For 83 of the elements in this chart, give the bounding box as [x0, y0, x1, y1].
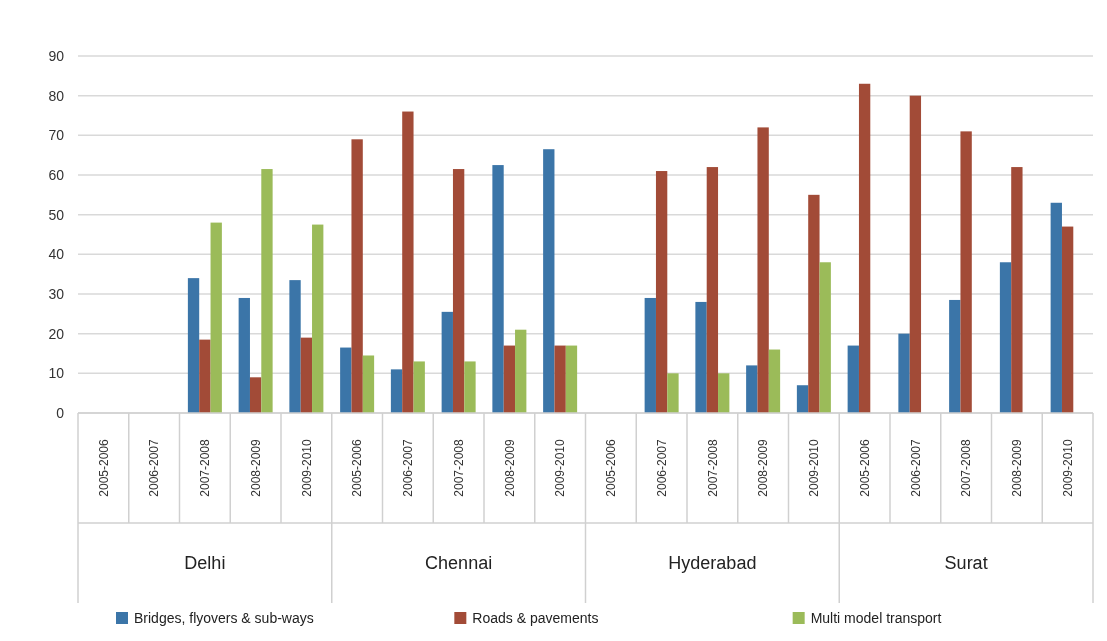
- bar: [1050, 202, 1062, 413]
- x-tick-label: 2007-2008: [705, 438, 720, 497]
- bar: [464, 361, 476, 413]
- legend-label: Roads & pavements: [472, 609, 599, 626]
- bar: [999, 262, 1012, 413]
- bar: [543, 149, 555, 413]
- bar: [808, 194, 820, 413]
- bar: [402, 111, 414, 413]
- text: Hyderabad: [668, 553, 757, 574]
- bar: [949, 299, 961, 413]
- bar: [362, 355, 375, 413]
- y-tick-label: 30: [48, 285, 65, 302]
- y-tick-label: 40: [48, 246, 65, 263]
- y-tick-label: 90: [48, 47, 65, 64]
- bar: [819, 262, 831, 413]
- bar: [249, 377, 262, 413]
- bar: [261, 169, 273, 413]
- text: Surat: [944, 553, 988, 574]
- bar: [1061, 226, 1074, 413]
- bar: [1011, 167, 1023, 413]
- x-tick-label: 2006-2007: [654, 438, 669, 497]
- x-tick-label: 2005-2006: [96, 438, 111, 497]
- x-tick-label: 2005-2006: [350, 438, 365, 497]
- legend-label: Bridges, flyovers & sub-ways: [134, 609, 314, 626]
- x-tick-label: 2006-2007: [147, 438, 162, 497]
- bar: [768, 349, 781, 413]
- bar: [441, 311, 453, 413]
- bar: [300, 337, 313, 413]
- bar: [909, 95, 922, 413]
- text: Delhi: [184, 553, 226, 574]
- bar: [746, 365, 758, 413]
- bar: [796, 385, 809, 413]
- y-tick-label: 60: [48, 166, 65, 183]
- y-tick-label: 80: [48, 87, 65, 104]
- x-tick-label: 2005-2006: [604, 438, 619, 497]
- x-tick-label: 2009-2010: [553, 438, 568, 497]
- legend-label: Multi model transport: [810, 609, 942, 626]
- x-tick-label: 2006-2007: [908, 438, 923, 497]
- bar: [655, 171, 668, 413]
- bar: [554, 345, 566, 413]
- x-tick-label: 2008-2009: [502, 438, 517, 497]
- y-tick-label: 20: [48, 325, 65, 342]
- x-tick-label: 2009-2010: [1060, 438, 1075, 497]
- y-tick-label: 50: [48, 206, 65, 223]
- x-tick-label: 2009-2010: [807, 438, 822, 497]
- x-tick-label: 2008-2009: [248, 438, 263, 497]
- x-tick-label: 2006-2007: [401, 438, 416, 497]
- text: Chennai: [425, 553, 493, 574]
- bar: [390, 369, 403, 413]
- bar: [312, 224, 324, 413]
- bar: [503, 345, 516, 413]
- x-tick-label: 2008-2009: [756, 438, 771, 497]
- bar: [210, 222, 222, 413]
- bar: [695, 301, 707, 413]
- bar: [847, 345, 859, 413]
- x-tick-label: 2009-2010: [299, 438, 314, 497]
- bar: [644, 297, 656, 413]
- x-tick-label: 2008-2009: [1010, 438, 1025, 497]
- y-tick-label: 70: [48, 127, 65, 144]
- bar: [452, 169, 465, 413]
- bar: [492, 165, 504, 413]
- x-tick-label: 2007-2008: [451, 438, 466, 497]
- bar: [413, 361, 425, 413]
- bar: [858, 83, 871, 413]
- x-tick-label: 2007-2008: [198, 438, 213, 497]
- bar: [340, 347, 352, 413]
- bar: [757, 127, 769, 413]
- bar: [515, 329, 527, 413]
- x-tick-label: 2005-2006: [857, 438, 872, 497]
- bar: [706, 167, 719, 413]
- bar: [718, 373, 730, 413]
- bar: [351, 139, 363, 413]
- bar: [960, 131, 972, 413]
- bar: [898, 333, 910, 413]
- y-tick-label: 0: [56, 404, 65, 421]
- x-tick-label: 2007-2008: [959, 438, 974, 497]
- bar: [187, 278, 200, 413]
- bar: [238, 297, 250, 413]
- bar: [289, 280, 301, 413]
- bar: [199, 339, 211, 413]
- y-tick-label: 10: [48, 365, 65, 382]
- bar: [565, 345, 578, 413]
- bar: [667, 373, 679, 413]
